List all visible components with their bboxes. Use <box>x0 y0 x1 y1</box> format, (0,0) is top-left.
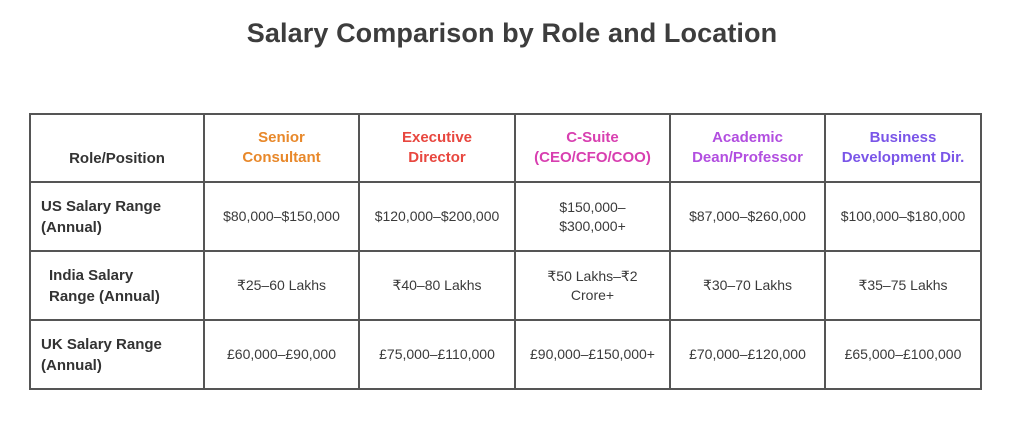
cell-line: ₹35–75 Lakhs <box>858 277 948 293</box>
column-header-line: Business <box>869 129 937 146</box>
column-header-executive-director: Executive Director <box>358 113 516 183</box>
table-row-uk: UK Salary Range (Annual) £60,000–£90,000… <box>29 319 982 390</box>
cell-line: $150,000– <box>559 198 626 215</box>
column-header-line: (CEO/CFO/COO) <box>534 149 651 166</box>
row-header-uk: UK Salary Range (Annual) <box>29 319 205 390</box>
row-header-line: US Salary Range <box>41 197 162 215</box>
table-cell: ₹35–75 Lakhs <box>824 250 982 321</box>
cell-line: £75,000–£110,000 <box>379 346 495 362</box>
corner-header: Role/Position <box>29 113 205 183</box>
table-cell: £90,000–£150,000+ <box>514 319 671 390</box>
cell-line: $80,000–$150,000 <box>223 208 340 224</box>
cell-line: ₹50 Lakhs–₹2 <box>547 267 638 284</box>
table-cell: ₹50 Lakhs–₹2 Crore+ <box>514 250 671 321</box>
table-cell: ₹25–60 Lakhs <box>203 250 360 321</box>
column-header-line: Consultant <box>242 149 321 166</box>
table-row-india: India Salary Range (Annual) ₹25–60 Lakhs… <box>29 250 982 321</box>
column-header-business-development: Business Development Dir. <box>824 113 982 183</box>
cell-line: $300,000+ <box>559 217 626 234</box>
table-cell: $120,000–$200,000 <box>358 181 516 252</box>
cell-line: ₹40–80 Lakhs <box>392 277 482 293</box>
cell-line: Crore+ <box>570 286 615 303</box>
cell-line: ₹30–70 Lakhs <box>702 277 793 293</box>
row-header-india: India Salary Range (Annual) <box>29 250 205 321</box>
cell-line: £60,000–£90,000 <box>227 346 336 362</box>
table-cell: £65,000–£100,000 <box>824 319 982 390</box>
column-header-senior-consultant: Senior Consultant <box>203 113 360 183</box>
table-cell: £60,000–£90,000 <box>203 319 360 390</box>
table-cell: $150,000– $300,000+ <box>514 181 671 252</box>
table-cell: $87,000–$260,000 <box>669 181 826 252</box>
table-cell: ₹30–70 Lakhs <box>669 250 826 321</box>
table-cell: £70,000–£120,000 <box>669 319 826 390</box>
cell-line: £70,000–£120,000 <box>689 346 806 362</box>
row-header-line: (Annual) <box>41 356 102 374</box>
row-header-us: US Salary Range (Annual) <box>29 181 205 252</box>
table-cell: ₹40–80 Lakhs <box>358 250 516 321</box>
salary-comparison-table: Role/Position Senior Consultant Executiv… <box>29 113 982 390</box>
cell-line: £90,000–£150,000+ <box>530 346 655 362</box>
row-header-line: Range (Annual) <box>49 287 160 305</box>
cell-line: ₹25–60 Lakhs <box>236 277 327 293</box>
table-cell: $100,000–$180,000 <box>824 181 982 252</box>
table-row-us: US Salary Range (Annual) $80,000–$150,00… <box>29 181 982 252</box>
table-cell: £75,000–£110,000 <box>358 319 516 390</box>
column-header-line: Senior <box>258 129 305 146</box>
row-header-line: UK Salary Range <box>41 335 162 353</box>
cell-line: $120,000–$200,000 <box>374 208 500 224</box>
column-header-academic: Academic Dean/Professor <box>669 113 826 183</box>
header-row: Role/Position Senior Consultant Executiv… <box>29 113 982 183</box>
row-header-line: India Salary <box>49 266 134 284</box>
table-cell: $80,000–$150,000 <box>203 181 360 252</box>
column-header-line: Director <box>408 149 466 166</box>
column-header-line: C-Suite <box>566 129 619 146</box>
cell-line: £65,000–£100,000 <box>844 346 962 362</box>
cell-line: $100,000–$180,000 <box>840 208 966 224</box>
column-header-line: Executive <box>401 129 473 146</box>
column-header-line: Dean/Professor <box>692 149 803 166</box>
column-header-line: Academic <box>712 129 783 146</box>
cell-line: $87,000–$260,000 <box>689 208 806 224</box>
column-header-c-suite: C-Suite (CEO/CFO/COO) <box>514 113 671 183</box>
row-header-line: (Annual) <box>41 218 102 236</box>
page-title: Salary Comparison by Role and Location <box>246 18 778 48</box>
column-header-line: Development Dir. <box>841 149 965 166</box>
